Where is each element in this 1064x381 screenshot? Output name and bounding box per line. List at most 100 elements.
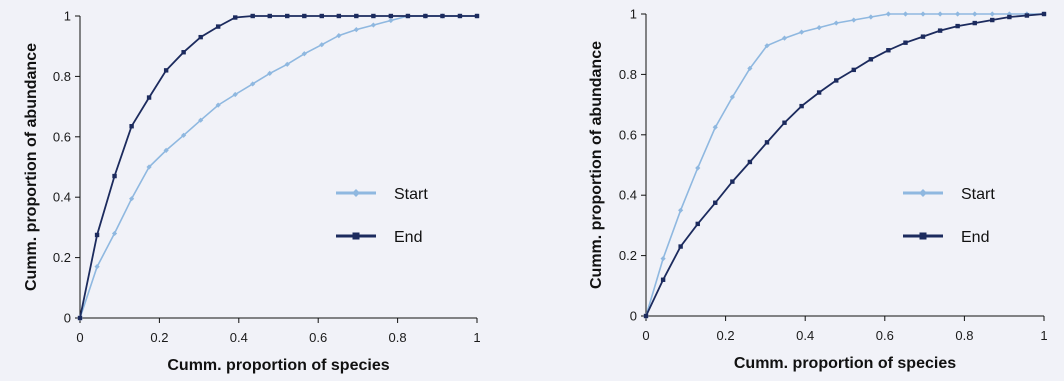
legend: Start End (903, 186, 995, 246)
data-point (198, 117, 204, 123)
data-point (405, 13, 411, 19)
y-tick-label: 0.4 (53, 190, 71, 205)
data-point (695, 165, 701, 171)
legend: Start End (336, 186, 428, 246)
series-line-end (645, 13, 1045, 317)
data-point (972, 11, 978, 17)
x-tick-label: 0.8 (955, 328, 973, 343)
data-point (816, 24, 822, 31)
series-end (77, 13, 480, 321)
data-point (713, 200, 718, 205)
chart-panel-1: 0 0.2 0.4 0.6 0.8 1 0 0.2 0.4 0.6 0.8 1 Cumm. propor… (23, 9, 481, 375)
data-point (371, 13, 376, 19)
x-tick-label: 1 (473, 330, 480, 345)
data-point (474, 13, 480, 19)
data-point (267, 70, 273, 76)
data-point (764, 43, 770, 49)
x-tick-label: 0 (76, 330, 83, 345)
y-axis-title: Cumm. proportion of abundance (23, 43, 40, 291)
data-point (920, 11, 926, 17)
data-point (1007, 14, 1012, 20)
data-point (215, 102, 221, 108)
x-tick-label: 0.2 (717, 328, 735, 343)
data-point (955, 23, 960, 29)
data-point (660, 256, 666, 262)
data-point (336, 33, 342, 39)
data-point (215, 24, 221, 29)
data-point (885, 11, 891, 17)
data-point (353, 26, 359, 33)
chart-panel-2: 0 0.2 0.4 0.6 0.8 1 0 0.2 0.4 0.6 0.8 1 Cumm. propor… (588, 7, 1048, 373)
data-point (250, 13, 255, 19)
data-point (163, 68, 169, 73)
legend-marker-end (352, 232, 360, 240)
data-point (955, 11, 961, 17)
y-tick-label: 0.2 (619, 248, 637, 263)
y-tick-label: 1 (64, 9, 71, 24)
y-tick-label: 0.6 (619, 127, 637, 142)
series-start (643, 11, 1047, 319)
series-line-end (79, 15, 477, 319)
data-point (851, 17, 857, 23)
data-point (816, 90, 822, 95)
data-point (198, 34, 203, 40)
data-point (388, 13, 394, 19)
data-point (336, 13, 342, 19)
x-axis-title: Cumm. proportion of species (734, 355, 956, 372)
data-point (233, 15, 238, 20)
x-tick-label: 0.8 (389, 330, 407, 345)
y-tick-label: 0 (630, 309, 637, 324)
data-point (302, 13, 307, 19)
data-point (319, 13, 324, 19)
data-point (285, 13, 290, 19)
data-point (440, 13, 445, 19)
x-axis-title: Cumm. proportion of species (167, 357, 389, 374)
data-point (77, 315, 83, 321)
data-point (833, 20, 839, 26)
legend-marker-start (352, 189, 360, 197)
x-tick-label: 0.4 (230, 330, 248, 345)
data-point (354, 13, 359, 19)
data-point (937, 11, 943, 17)
data-point (834, 78, 839, 83)
data-point (163, 147, 169, 153)
y-tick-label: 0 (64, 311, 71, 326)
data-point (94, 264, 100, 270)
y-tick-label: 0.8 (619, 67, 637, 82)
data-point (937, 28, 943, 33)
x-tick-label: 0.6 (309, 330, 327, 345)
y-tick-label: 0.2 (53, 250, 71, 265)
data-point (695, 221, 700, 227)
series-line-start (645, 13, 1044, 317)
legend-marker-end (919, 232, 927, 240)
data-point (181, 50, 186, 55)
data-point (1041, 11, 1047, 17)
data-point (423, 13, 428, 19)
series-end (643, 11, 1047, 319)
x-tick-label: 0.4 (796, 328, 814, 343)
data-point (301, 51, 307, 57)
y-axis-title: Cumm. proportion of abundance (588, 41, 605, 289)
data-point (851, 67, 856, 73)
y-tick-label: 0.4 (619, 188, 637, 203)
data-point (94, 232, 100, 238)
data-point (972, 20, 977, 26)
data-point (868, 57, 874, 62)
data-point (232, 91, 238, 98)
data-point (660, 277, 666, 282)
data-point (989, 11, 995, 17)
y-tick-label: 0.8 (53, 69, 71, 84)
series-line-start (79, 15, 477, 319)
data-point (764, 140, 770, 145)
series-start (77, 13, 480, 321)
y-tick-label: 1 (630, 7, 637, 22)
data-point (284, 61, 290, 67)
x-tick-label: 0 (642, 328, 649, 343)
data-point (146, 95, 152, 100)
legend-label-start: Start (961, 186, 995, 203)
data-point (747, 65, 753, 71)
legend-label-end: End (394, 229, 422, 246)
data-point (990, 17, 995, 23)
data-point (729, 94, 735, 100)
